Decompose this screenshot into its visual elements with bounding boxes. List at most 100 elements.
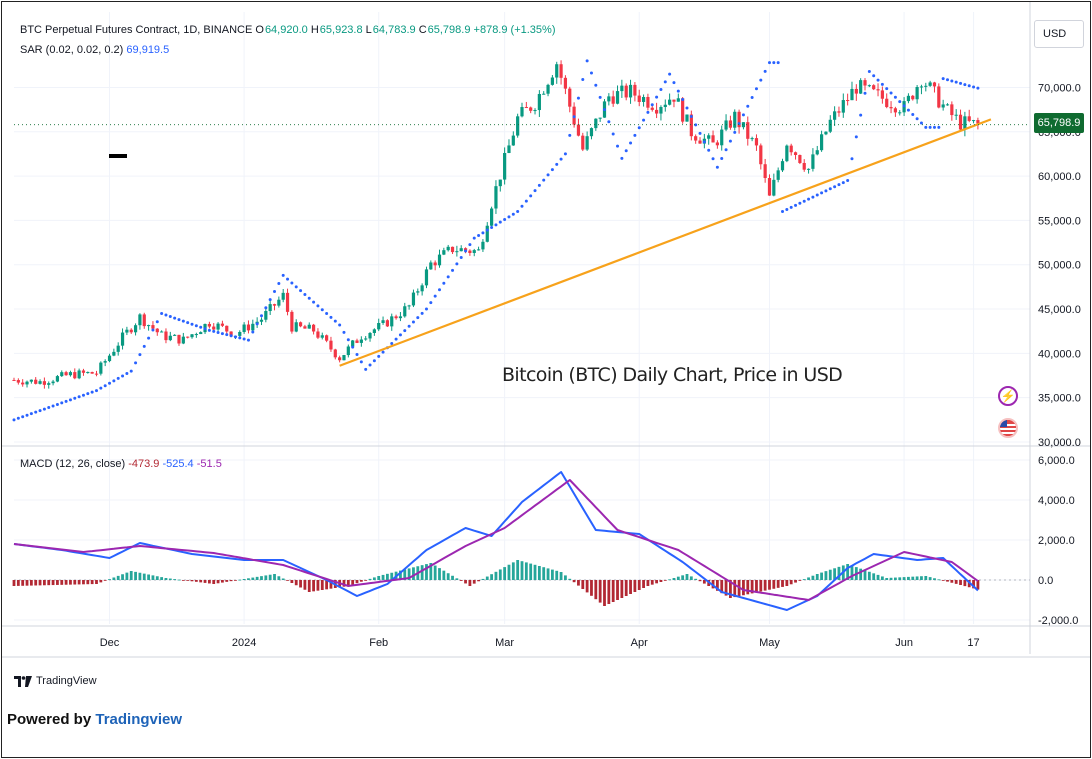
currency-button[interactable]: USD [1034,20,1084,48]
candle-body [398,316,403,319]
macd-histogram-bar [51,580,55,586]
sar-dot [64,399,68,403]
macd-histogram-bar [355,580,359,584]
sar-dot [138,353,142,357]
macd-histogram-bar [481,578,485,580]
macd-histogram-bar [867,571,871,580]
macd-legend[interactable]: MACD (12, 26, close) -473.9 -525.4 -51.5 [20,458,222,470]
sar-dot [967,84,971,88]
macd-histogram-bar [268,574,272,580]
sar-dot [446,275,450,279]
macd-histogram-bar [16,580,20,586]
sar-dot [789,205,793,209]
sar-dot [932,125,936,129]
sar-dot [420,311,424,315]
sar-dot [155,320,159,324]
macd-tick-label: 6,000.0 [1038,455,1075,467]
sar-dot [563,152,567,156]
macd-histogram-bar [425,564,428,580]
macd-histogram-bar [924,576,928,580]
sar-value: 69,919.5 [126,44,170,56]
macd-histogram-bar [134,571,137,580]
candle-body [68,372,73,376]
macd-histogram-bar [611,580,615,602]
macd-histogram-bar [277,576,281,580]
sar-legend[interactable]: SAR (0.02, 0.02, 0.2) 69,919.5 [20,44,169,56]
sar-dot [841,181,845,185]
candle-body [177,334,181,344]
sar-dot [233,335,237,339]
sar-dot [312,300,316,304]
macd-histogram-bar [655,580,658,584]
macd-histogram-bar [542,567,546,580]
drawing-dash-marker [109,154,127,158]
candle-body [38,381,42,384]
macd-histogram-bar [303,580,307,590]
sar-dot [494,223,498,227]
candle-body [320,335,324,338]
candle-body [880,90,884,99]
macd-histogram-bar [299,580,302,588]
sar-dot [924,125,928,129]
macd-histogram-bar [894,577,897,580]
tradingview-logo[interactable]: TradingView [14,675,97,687]
sar-dot [403,329,407,333]
candle-body [424,269,429,286]
sar-dot [733,130,737,134]
candle-body [885,98,889,108]
candle-body [47,383,51,385]
macd-histogram-bar [607,580,611,604]
macd-histogram-bar [550,569,554,580]
macd-tick-label: 4,000.0 [1038,495,1075,507]
macd-histogram-bar [798,580,802,581]
macd-histogram-bar [86,580,90,585]
candle-body [194,334,198,336]
sar-dot [320,308,324,312]
sar-dot [25,413,29,417]
macd-histogram-bar [959,580,962,585]
sar-dot [872,74,876,78]
macd-histogram-bar [911,576,915,580]
candle-body [928,82,932,86]
macd-histogram-bar [811,575,815,580]
candle-body [259,319,264,322]
sar-dot [238,336,242,340]
candle-body [190,334,194,338]
us-flag-icon[interactable] [998,418,1018,438]
macd-histogram-bar [190,580,194,582]
macd-histogram-bar [915,576,919,580]
macd-histogram-bar [281,578,285,580]
candle-body [841,100,845,113]
macd-histogram-bar [99,580,103,583]
candle-body [103,361,107,363]
candle-body [368,333,372,339]
macd-histogram-bar [433,565,437,580]
sar-dot [833,185,837,189]
macd-histogram-bar [407,568,411,580]
macd-histogram-bar [129,571,133,580]
sar-dot [550,168,554,172]
sar-dot [589,71,593,75]
candle-body [290,311,294,332]
macd-histogram-bar [251,577,255,580]
macd-histogram-bar [34,580,38,586]
sar-dot [889,91,893,95]
sar-dot [377,354,381,358]
candle-body [133,325,138,333]
sar-dot [576,96,580,100]
candle-body [516,116,520,136]
macd-histogram-bar [151,575,155,580]
powered-by-brand-link[interactable]: Tradingview [95,711,183,728]
macd-histogram-bar [516,560,520,580]
sar-dot [767,61,771,65]
time-tick-label: May [759,637,780,649]
candle-body [16,380,20,383]
close-value: 65,798.9 [427,24,471,36]
support-trendline [339,118,992,367]
sar-dot [424,307,428,311]
macd-histogram-bar [520,561,524,580]
candle-body [112,351,116,356]
flash-icon[interactable]: ⚡ [998,386,1018,406]
macd-histogram-bar [490,574,494,580]
